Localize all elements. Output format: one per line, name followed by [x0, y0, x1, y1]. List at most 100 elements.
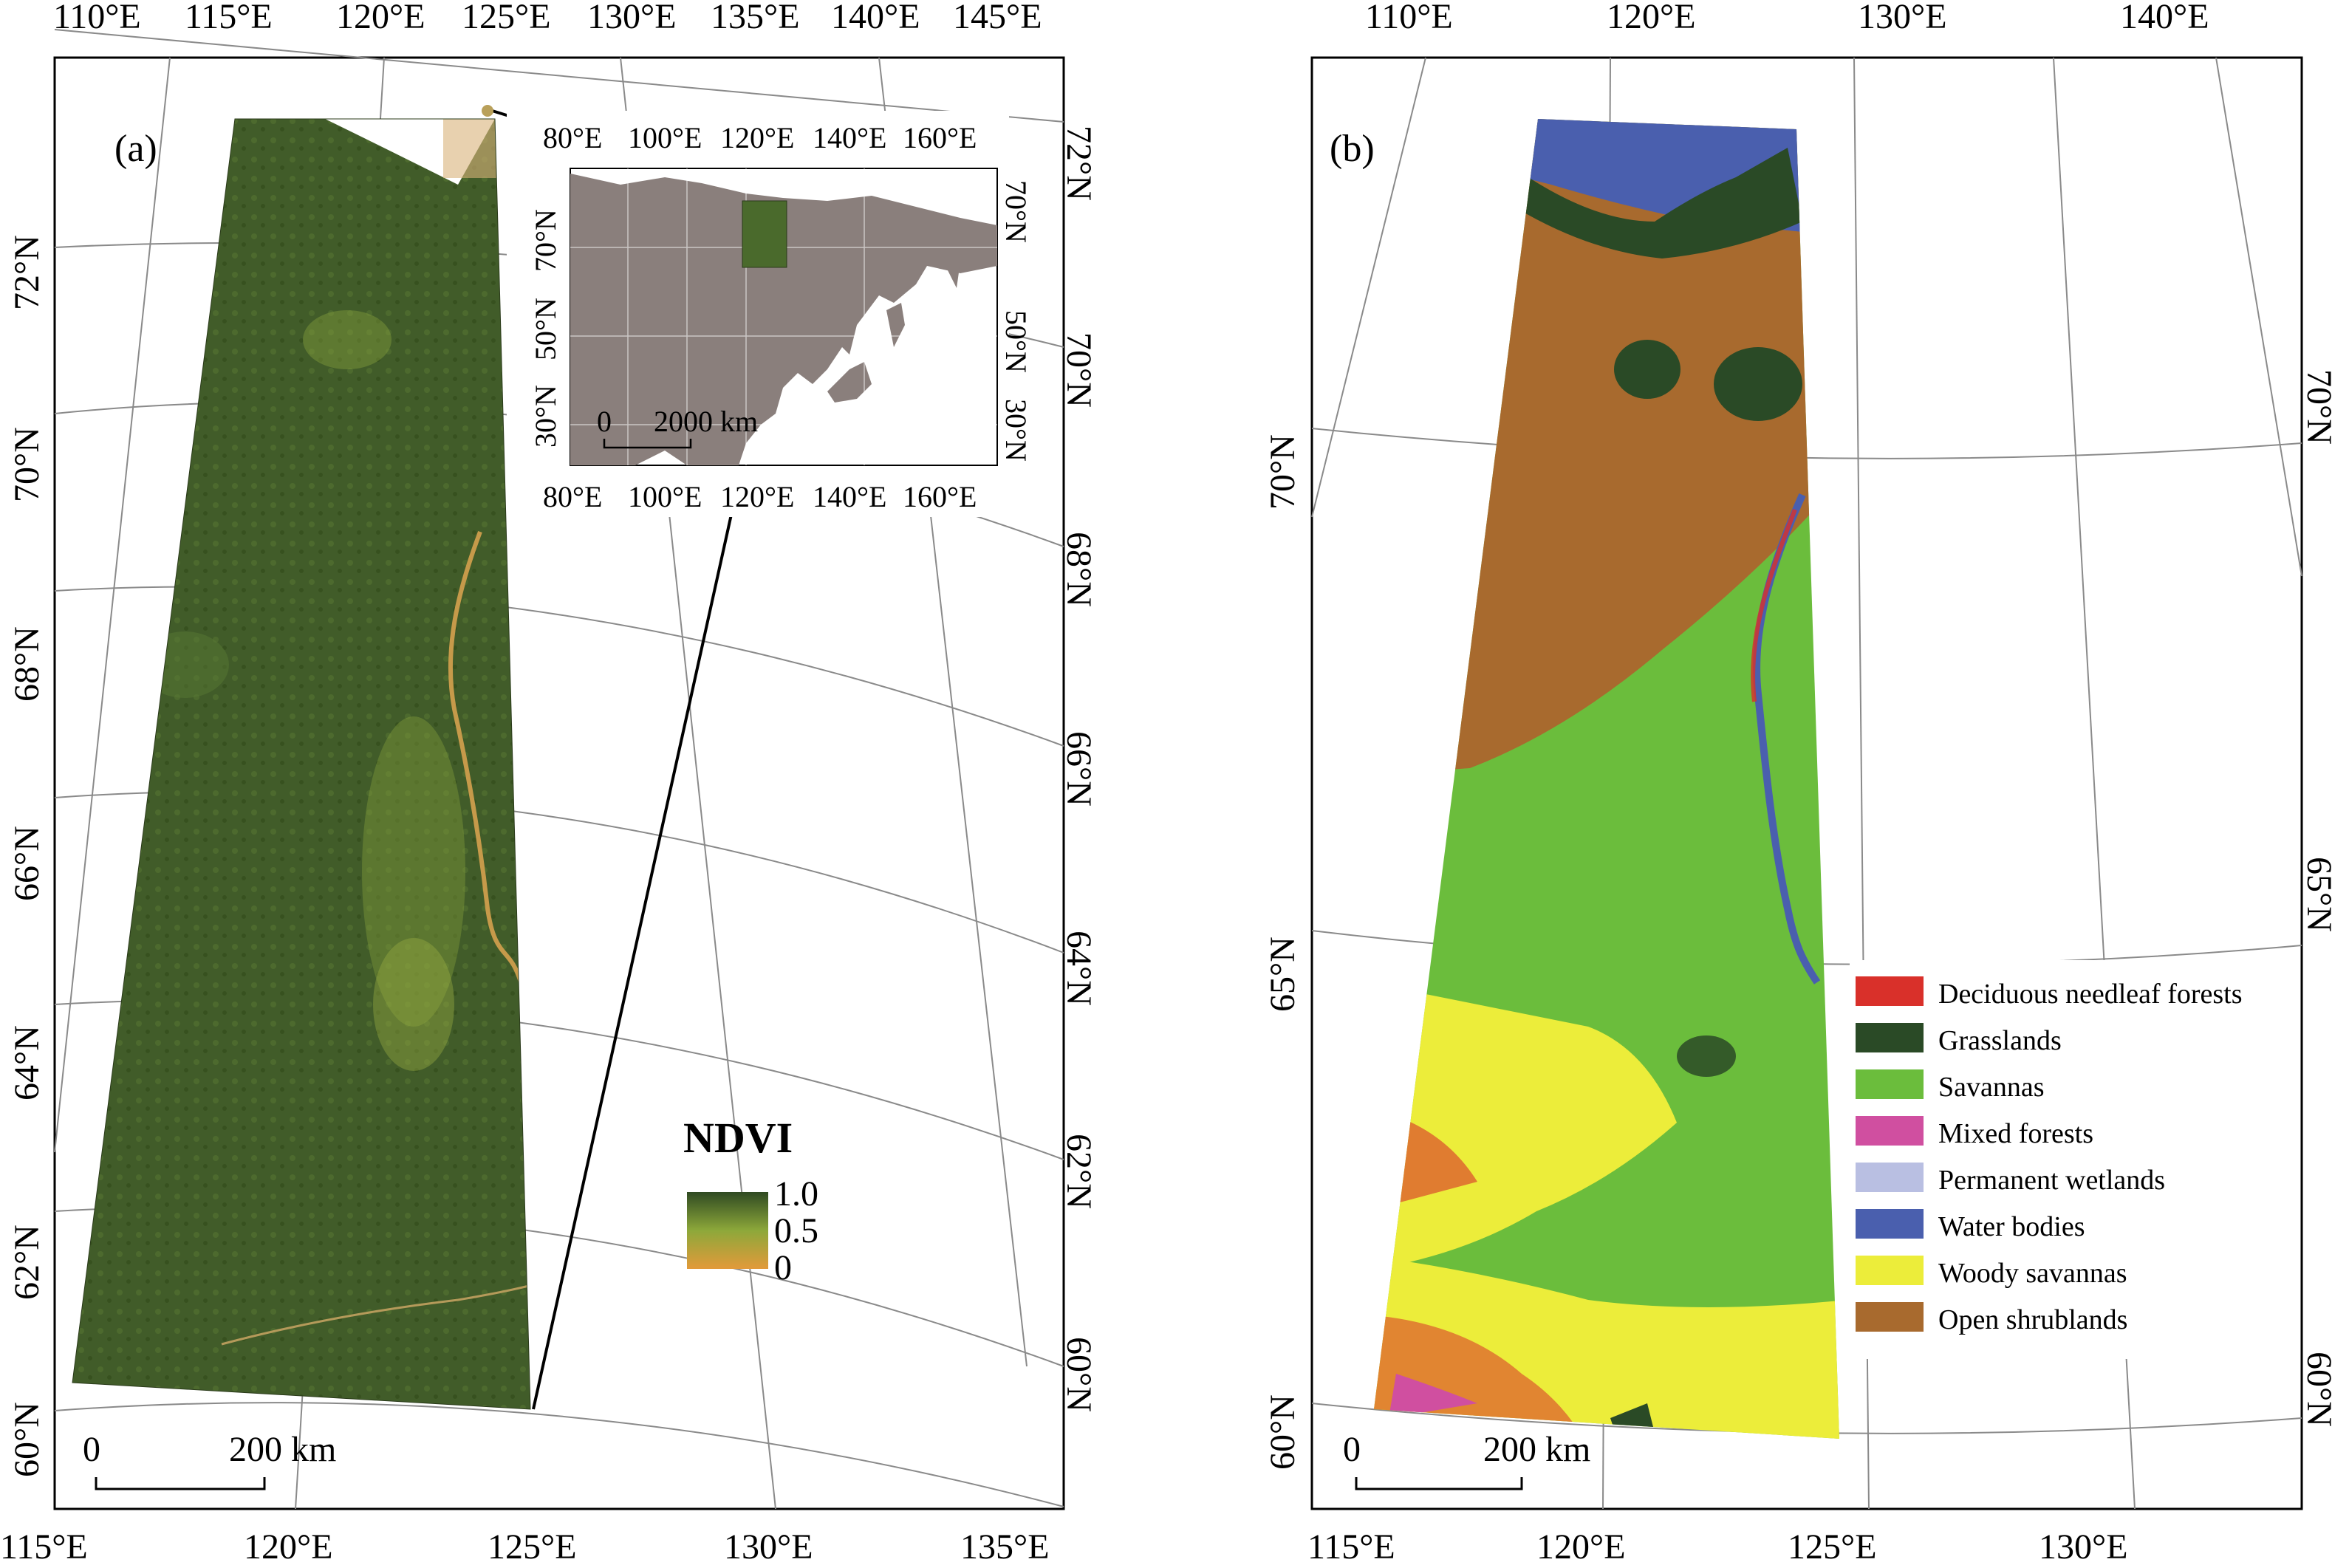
- legend-label-savannas: Savannas: [1938, 1072, 2045, 1103]
- panel-b-frame: [1310, 56, 2303, 1510]
- a-right-lat-4: 66°N: [1059, 731, 1098, 807]
- legend-label-open-shrublands: Open shrublands: [1938, 1304, 2127, 1335]
- panel-b-left-lat-labels: 70°N 65°N 60°N: [1263, 434, 1302, 1470]
- b-right-lat-3: 60°N: [2300, 1352, 2339, 1427]
- b-bot-lon-2: 120°E: [1536, 1527, 1626, 1567]
- a-top-lon-2: 115°E: [185, 0, 273, 36]
- a-top-lon-6: 135°E: [711, 0, 800, 36]
- panel-a-top-lon-labels: 110°E 115°E 120°E 125°E 130°E 135°E 140°…: [53, 0, 1042, 36]
- a-bot-lon-2: 120°E: [244, 1527, 333, 1567]
- legend-swatch-open-shrublands: [1856, 1302, 1924, 1332]
- ndvi-tick-low: 0: [774, 1248, 792, 1287]
- b-left-lat-3: 60°N: [1263, 1394, 1302, 1470]
- inset-top-lon-4: 140°E: [813, 121, 886, 154]
- inset-bot-lon-4: 140°E: [813, 480, 886, 513]
- a-left-lat-1: 72°N: [7, 235, 47, 310]
- ndvi-colorbar: [687, 1192, 768, 1269]
- inset-right-lat-2: 50°N: [999, 310, 1033, 373]
- inset-land: [570, 174, 997, 465]
- panel-b: (b) 110°E 120°E 130°E 140°E 115°E 120°E …: [1263, 0, 2339, 1567]
- a-left-lat-3: 68°N: [7, 626, 47, 702]
- a-left-lat-7: 60°N: [7, 1402, 47, 1477]
- legend-swatch-deciduous-needleaf-forests: [1856, 976, 1924, 1006]
- a-bot-lon-1: 115°E: [0, 1527, 88, 1567]
- legend-item: Savannas: [1856, 1069, 2045, 1103]
- inset-scale-zero: 0: [597, 405, 612, 438]
- ndvi-tick-mid: 0.5: [774, 1211, 818, 1250]
- inset-bot-lon-5: 160°E: [903, 480, 977, 513]
- inset-bot-lon-3: 120°E: [720, 480, 794, 513]
- a-right-lat-7: 60°N: [1059, 1337, 1098, 1412]
- a-left-lat-6: 62°N: [7, 1225, 47, 1300]
- b-bot-lon-1: 115°E: [1307, 1527, 1395, 1567]
- a-scale-zero: 0: [83, 1430, 100, 1469]
- b-bot-lon-3: 125°E: [1788, 1527, 1877, 1567]
- inset-right-lat-3: 30°N: [999, 399, 1033, 462]
- panel-b-scale-bar: 0 200 km: [1343, 1430, 1590, 1490]
- b-left-lat-2: 65°N: [1263, 937, 1302, 1012]
- panel-b-bottom-lon-labels: 115°E 120°E 125°E 130°E: [1307, 1527, 2128, 1567]
- b-top-lon-4: 140°E: [2120, 0, 2209, 36]
- legend-swatch-woody-savannas: [1856, 1256, 1924, 1285]
- a-bot-lon-3: 125°E: [488, 1527, 577, 1567]
- a-top-lon-5: 130°E: [587, 0, 677, 36]
- a-left-lat-2: 70°N: [7, 427, 47, 502]
- legend-swatch-water-bodies: [1856, 1209, 1924, 1239]
- panel-a-scale-bar: 0 200 km: [83, 1430, 336, 1490]
- panel-a-bottom-lon-labels: 115°E 120°E 125°E 130°E 135°E: [0, 1527, 1050, 1567]
- a-left-lat-4: 66°N: [7, 826, 47, 901]
- inset-top-lon-1: 80°E: [543, 121, 602, 154]
- legend-item: Water bodies: [1856, 1209, 2085, 1242]
- inset-bot-lon-2: 100°E: [628, 480, 702, 513]
- ndvi-raster: [72, 119, 530, 1409]
- inset-map: 80°E 100°E 120°E 140°E 160°E 80°E 100°E …: [507, 111, 1033, 517]
- landcover-legend-background: [1850, 960, 2293, 1359]
- inset-top-lon-3: 120°E: [720, 121, 794, 154]
- legend-label-deciduous-needleaf-forests: Deciduous needleaf forests: [1938, 979, 2243, 1010]
- legend-label-water-bodies: Water bodies: [1938, 1211, 2085, 1242]
- a-left-lat-5: 64°N: [7, 1025, 47, 1100]
- a-bot-lon-5: 135°E: [960, 1527, 1050, 1567]
- inset-top-lon-2: 100°E: [628, 121, 702, 154]
- panel-a-tag: (a): [114, 128, 157, 170]
- landcover-legend: Deciduous needleaf forests Grasslands Sa…: [1850, 960, 2293, 1359]
- inset-left-lat-labels: 70°N 50°N 30°N: [529, 209, 562, 448]
- inset-top-lon-5: 160°E: [903, 121, 977, 154]
- inset-left-lat-2: 50°N: [529, 298, 562, 360]
- b-top-lon-2: 120°E: [1607, 0, 1696, 36]
- ndvi-legend: NDVI 1.0 0.5 0: [683, 1114, 818, 1287]
- inset-bot-lon-1: 80°E: [543, 480, 602, 513]
- legend-swatch-savannas: [1856, 1069, 1924, 1099]
- b-scale-zero: 0: [1343, 1430, 1361, 1469]
- legend-label-woody-savannas: Woody savannas: [1938, 1258, 2127, 1289]
- legend-label-mixed-forests: Mixed forests: [1938, 1118, 2093, 1149]
- b-scale-distance: 200 km: [1483, 1430, 1590, 1469]
- inset-top-lon-labels: 80°E 100°E 120°E 140°E 160°E: [543, 121, 977, 154]
- b-right-lat-2: 65°N: [2300, 857, 2339, 932]
- a-bot-lon-4: 130°E: [724, 1527, 813, 1567]
- a-top-lon-8: 145°E: [953, 0, 1042, 36]
- panel-b-tag: (b): [1330, 128, 1375, 170]
- a-top-lon-1: 110°E: [53, 0, 141, 36]
- b-top-lon-3: 130°E: [1858, 0, 1947, 36]
- legend-swatch-grasslands: [1856, 1023, 1924, 1052]
- a-top-lon-3: 120°E: [336, 0, 425, 36]
- panel-a-frame: [53, 56, 1065, 1510]
- inset-scale-bar: 0 2000 km: [597, 405, 758, 449]
- a-right-lat-5: 64°N: [1059, 931, 1098, 1006]
- legend-swatch-mixed-forests: [1856, 1116, 1924, 1146]
- panel-a: (a) 110°E 115°E 120°E 125°E 130°E 135°E …: [0, 0, 1098, 1567]
- a-right-lat-3: 68°N: [1059, 532, 1098, 607]
- inset-right-lat-1: 70°N: [999, 180, 1033, 243]
- legend-item: Permanent wetlands: [1856, 1163, 2165, 1196]
- b-bot-lon-4: 130°E: [2039, 1527, 2128, 1567]
- legend-item: Grasslands: [1856, 1023, 2062, 1056]
- b-top-lon-1: 110°E: [1365, 0, 1453, 36]
- legend-label-permanent-wetlands: Permanent wetlands: [1938, 1165, 2165, 1196]
- inset-study-area: [742, 200, 787, 268]
- panel-a-left-lat-labels: 72°N 70°N 68°N 66°N 64°N 62°N 60°N: [7, 235, 47, 1477]
- legend-item: Deciduous needleaf forests: [1856, 976, 2243, 1010]
- b-right-lat-1: 70°N: [2300, 369, 2339, 445]
- legend-item: Mixed forests: [1856, 1116, 2093, 1149]
